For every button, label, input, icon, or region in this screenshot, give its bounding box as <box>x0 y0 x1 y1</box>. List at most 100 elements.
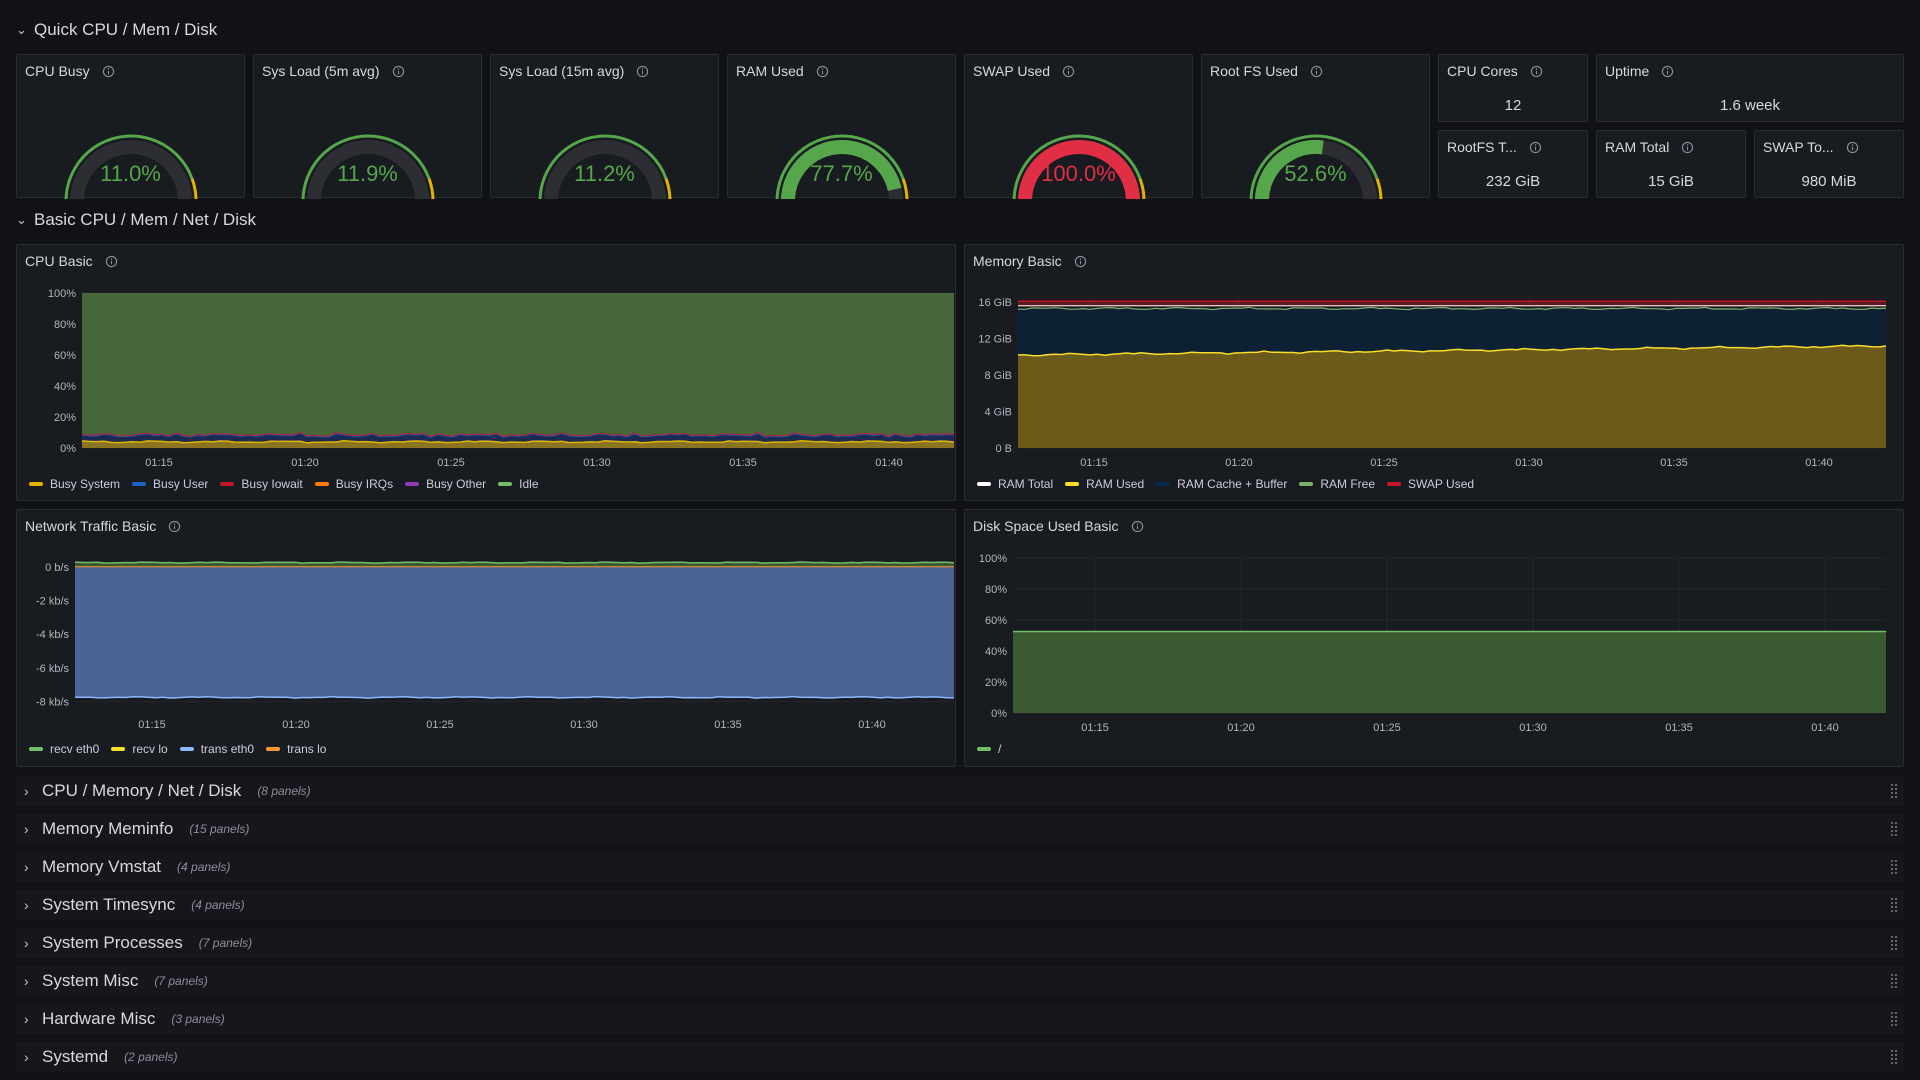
legend-item[interactable]: recv lo <box>111 742 168 756</box>
collapsed-row[interactable]: › System Misc (7 panels) <box>16 966 1904 996</box>
info-icon[interactable] <box>636 65 649 78</box>
info-icon[interactable] <box>168 520 181 533</box>
panel-cpu-basic[interactable]: CPU Basic 0% 20% 40% 60% 80% 100% 01:15 01:20 01… <box>16 244 956 501</box>
legend-item[interactable]: Idle <box>498 477 539 491</box>
info-icon[interactable] <box>1131 520 1144 533</box>
stat-value: 15 GiB <box>1648 173 1694 190</box>
stat-uptime[interactable]: Uptime 1.6 week <box>1596 54 1904 122</box>
gauge-panel[interactable]: CPU Busy 11.0% <box>16 54 245 199</box>
legend-label: recv lo <box>132 742 168 756</box>
panel-memory-basic[interactable]: Memory Basic 0 B 4 GiB 8 GiB 12 GiB 16 GiB 01… <box>964 244 1904 501</box>
panel-count: (8 panels) <box>257 784 311 798</box>
info-icon[interactable] <box>1681 141 1694 154</box>
y-tick-label: 100% <box>48 288 76 300</box>
drag-handle-icon[interactable] <box>1890 1010 1898 1028</box>
legend-item[interactable]: trans lo <box>266 742 326 756</box>
stat-ram-total[interactable]: RAM Total 15 GiB <box>1596 130 1746 198</box>
row-title: Quick CPU / Mem / Disk <box>34 20 218 39</box>
panel-title: RootFS T... <box>1447 139 1517 155</box>
chevron-right-icon: › <box>24 897 29 913</box>
drag-handle-icon[interactable] <box>1890 934 1898 952</box>
info-icon[interactable] <box>102 65 115 78</box>
drag-handle-icon[interactable] <box>1890 820 1898 838</box>
collapsed-row[interactable]: › Memory Meminfo (15 panels) <box>16 814 1904 844</box>
gauge-panel[interactable]: RAM Used 77.7% <box>727 54 956 199</box>
info-icon[interactable] <box>1846 141 1859 154</box>
collapsed-row[interactable]: › System Timesync (4 panels) <box>16 890 1904 920</box>
info-icon[interactable] <box>1661 65 1674 78</box>
info-icon[interactable] <box>105 255 118 268</box>
cpu-basic-chart[interactable]: 0% 20% 40% 60% 80% 100% 01:15 01:20 01:25 01:30 01… <box>17 245 957 475</box>
collapsed-row[interactable]: › CPU / Memory / Net / Disk (8 panels) <box>16 776 1904 806</box>
gauge <box>1012 134 1146 199</box>
legend-item[interactable]: RAM Free <box>1299 477 1375 491</box>
info-icon[interactable] <box>1062 65 1075 78</box>
gauge-panel[interactable]: Sys Load (15m avg) 11.2% <box>490 54 719 199</box>
legend-item[interactable]: RAM Cache + Buffer <box>1156 477 1287 491</box>
info-icon[interactable] <box>392 65 405 78</box>
x-tick-label: 01:40 <box>858 719 886 731</box>
x-tick-label: 01:25 <box>437 457 465 469</box>
x-tick-label: 01:15 <box>138 719 166 731</box>
stat-rootfs-total[interactable]: RootFS T... 232 GiB <box>1438 130 1588 198</box>
panel-count: (4 panels) <box>191 898 245 912</box>
panel-title: SWAP Used <box>973 63 1051 79</box>
gauge-panel[interactable]: SWAP Used 100.0% <box>964 54 1193 199</box>
legend-swatch <box>111 747 126 751</box>
legend-swatch <box>29 747 43 751</box>
collapsed-row[interactable]: › Systemd (2 panels) <box>16 1042 1904 1072</box>
gauge <box>538 134 672 199</box>
legend-label: Busy IRQs <box>335 477 394 491</box>
stat-cpu-cores[interactable]: CPU Cores 12 <box>1438 54 1588 122</box>
drag-handle-icon[interactable] <box>1890 972 1898 990</box>
legend-item[interactable]: trans eth0 <box>179 742 254 756</box>
gauge-value: 52.6% <box>1284 161 1347 186</box>
disk-basic-chart[interactable]: 0% 20% 40% 60% 80% 100% 01:15 01:20 01:25 01:30 01… <box>965 510 1905 740</box>
collapsed-row[interactable]: › Hardware Misc (3 panels) <box>16 1004 1904 1034</box>
x-tick-label: 01:20 <box>291 457 319 469</box>
legend-swatch <box>1156 482 1171 486</box>
panel-title: CPU Cores <box>1447 63 1518 79</box>
stat-swap-total[interactable]: SWAP To... 980 MiB <box>1754 130 1904 198</box>
info-icon[interactable] <box>1310 65 1323 78</box>
legend-item[interactable]: recv eth0 <box>29 742 99 756</box>
series-trans-eth0-line <box>74 695 955 699</box>
legend-item[interactable]: RAM Total <box>977 477 1053 491</box>
row-basic-header[interactable]: ⌄ Basic CPU / Mem / Net / Disk <box>16 206 256 234</box>
drag-handle-icon[interactable] <box>1890 896 1898 914</box>
gauge-threshold <box>64 134 194 199</box>
panel-title: Network Traffic Basic <box>25 518 157 534</box>
legend-item[interactable]: RAM Used <box>1065 477 1144 491</box>
legend-item[interactable]: Busy IRQs <box>314 477 394 491</box>
collapsed-row[interactable]: › System Processes (7 panels) <box>16 928 1904 958</box>
info-icon[interactable] <box>1074 255 1087 268</box>
x-tick-label: 01:25 <box>1373 722 1401 734</box>
legend-label: recv eth0 <box>50 742 100 756</box>
info-icon[interactable] <box>816 65 829 78</box>
legend-item[interactable]: / <box>977 742 1001 756</box>
collapsed-row[interactable]: › Memory Vmstat (4 panels) <box>16 852 1904 882</box>
gauge-panel[interactable]: Root FS Used 52.6% <box>1201 54 1430 199</box>
drag-handle-icon[interactable] <box>1890 858 1898 876</box>
y-tick-label: 20% <box>54 412 76 424</box>
panel-disk-basic[interactable]: Disk Space Used Basic 0% 20% 40% 60% 80% 100%… <box>964 509 1904 767</box>
y-tick-label: -4 kb/s <box>36 629 70 641</box>
legend-item[interactable]: Busy User <box>132 477 208 491</box>
row-quick-header[interactable]: ⌄ Quick CPU / Mem / Disk <box>16 16 217 44</box>
drag-handle-icon[interactable] <box>1890 1048 1898 1066</box>
stat-value: 980 MiB <box>1801 173 1857 190</box>
legend-swatch <box>977 747 991 751</box>
legend-item[interactable]: Busy System <box>29 477 120 491</box>
info-icon[interactable] <box>1529 141 1542 154</box>
panel-network-basic[interactable]: Network Traffic Basic 0 b/s -2 kb/s -4 kb/… <box>16 509 956 767</box>
gauge-threshold <box>190 178 198 199</box>
network-basic-chart[interactable]: 0 b/s -2 kb/s -4 kb/s -6 kb/s -8 kb/s 01:15 01… <box>17 510 957 740</box>
legend-item[interactable]: SWAP Used <box>1387 477 1474 491</box>
drag-handle-icon[interactable] <box>1890 782 1898 800</box>
gauge-panel[interactable]: Sys Load (5m avg) 11.9% <box>253 54 482 199</box>
info-icon[interactable] <box>1530 65 1543 78</box>
legend-item[interactable]: Busy Iowait <box>220 477 303 491</box>
memory-basic-chart[interactable]: 0 B 4 GiB 8 GiB 12 GiB 16 GiB 01:15 01:20 01:25… <box>965 245 1905 475</box>
legend-item[interactable]: Busy Other <box>405 477 486 491</box>
panel-title: RAM Used <box>736 63 804 79</box>
